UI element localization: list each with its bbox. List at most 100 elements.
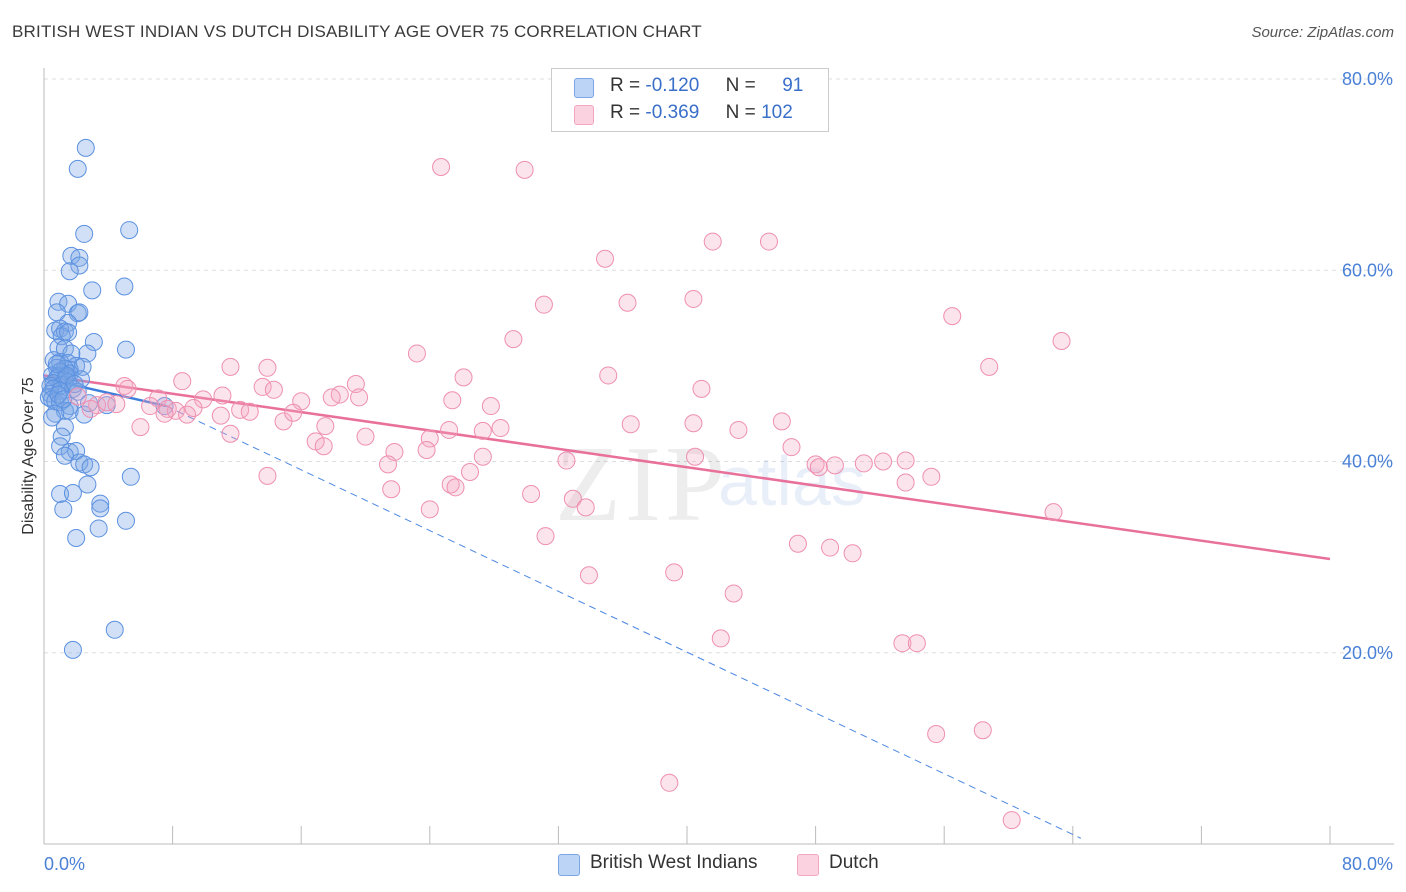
- data-point: [264, 380, 283, 399]
- data-point: [68, 387, 87, 406]
- y-axis-label: Disability Age Over 75: [20, 377, 37, 535]
- data-point: [83, 281, 102, 300]
- data-point: [81, 399, 100, 418]
- data-point: [759, 232, 778, 251]
- data-point: [59, 323, 78, 342]
- data-point: [481, 397, 500, 416]
- legend-n-label: N =: [725, 102, 756, 123]
- data-point: [420, 429, 439, 448]
- data-point: [684, 289, 703, 308]
- watermark: ZIP atlas: [555, 425, 866, 544]
- x-tick-label: 80.0%: [1342, 854, 1393, 874]
- data-point: [68, 304, 87, 323]
- data-point: [563, 489, 582, 508]
- data-point: [927, 725, 946, 744]
- data-point: [711, 629, 730, 648]
- data-point: [491, 419, 510, 438]
- data-point: [1052, 332, 1071, 351]
- data-point: [379, 455, 398, 474]
- data-point: [896, 451, 915, 470]
- data-point: [522, 485, 541, 504]
- legend-r-label: R =: [610, 102, 641, 123]
- data-point: [599, 366, 618, 385]
- data-point: [221, 424, 240, 443]
- data-point: [253, 377, 272, 396]
- trend-line-extension: [165, 405, 1082, 839]
- legend-swatch-pink: [574, 105, 594, 125]
- data-point: [1044, 503, 1063, 522]
- data-point: [76, 138, 95, 157]
- legend-r-label: R =: [610, 75, 641, 96]
- bottom-legend-label: British West Indians: [590, 852, 758, 873]
- data-point: [91, 499, 110, 518]
- data-point: [579, 566, 598, 585]
- data-point: [51, 485, 70, 504]
- data-point: [1002, 811, 1021, 830]
- data-point: [772, 412, 791, 431]
- data-point: [356, 427, 375, 446]
- data-point: [258, 358, 277, 377]
- data-point: [184, 398, 203, 417]
- data-point: [621, 415, 640, 434]
- data-point: [63, 640, 82, 659]
- data-point: [665, 563, 684, 582]
- bottom-legend-swatch-pink: [797, 854, 819, 876]
- points-dutch: [68, 157, 1071, 830]
- data-point: [618, 293, 637, 312]
- data-point: [258, 466, 277, 485]
- data-point: [504, 330, 523, 349]
- data-point: [221, 357, 240, 376]
- legend-swatch-blue: [574, 78, 594, 98]
- data-point: [118, 379, 137, 398]
- y-tick-label: 60.0%: [1342, 260, 1393, 280]
- legend-n-value: 91: [782, 75, 804, 96]
- data-point: [515, 160, 534, 179]
- data-point: [536, 527, 555, 546]
- data-point: [692, 379, 711, 398]
- y-tick-label: 80.0%: [1342, 69, 1393, 89]
- data-point: [460, 463, 479, 482]
- data-point: [314, 437, 333, 456]
- legend-r-value: -0.120: [645, 75, 700, 96]
- data-point: [382, 480, 401, 499]
- data-point: [346, 375, 365, 394]
- bottom-legend-label: Dutch: [829, 852, 879, 873]
- data-point: [703, 232, 722, 251]
- data-point: [211, 406, 230, 425]
- data-point: [980, 357, 999, 376]
- data-point: [141, 397, 160, 416]
- data-point: [84, 332, 103, 351]
- legend: R = -0.120 N = 91 R = -0.369 N = 102: [551, 68, 829, 132]
- data-point: [131, 418, 150, 437]
- trend-line: [43, 374, 1331, 561]
- data-point: [825, 456, 844, 475]
- data-point: [55, 418, 74, 437]
- data-point: [155, 404, 174, 423]
- data-point: [63, 484, 82, 503]
- data-point: [115, 376, 134, 395]
- data-point: [284, 403, 303, 422]
- legend-r-value: -0.369: [645, 102, 700, 123]
- data-point: [81, 458, 100, 477]
- data-point: [973, 721, 992, 740]
- data-point: [107, 395, 126, 414]
- legend-n-label: N =: [725, 75, 756, 96]
- data-point: [782, 438, 801, 457]
- data-point: [907, 634, 926, 653]
- data-point: [576, 498, 595, 517]
- data-point: [67, 441, 86, 460]
- data-point: [322, 388, 341, 407]
- tick-labels: 20.0% 40.0% 60.0% 80.0% 0.0% 80.0%: [44, 69, 1393, 874]
- data-point: [446, 478, 465, 497]
- data-point: [806, 455, 825, 474]
- data-point: [120, 221, 139, 240]
- data-point: [70, 303, 89, 322]
- data-point: [70, 248, 89, 267]
- axes: [43, 68, 1394, 845]
- data-point: [78, 475, 97, 494]
- data-point: [121, 467, 140, 486]
- data-point: [684, 414, 703, 433]
- data-point: [788, 534, 807, 553]
- y-tick-label: 20.0%: [1342, 643, 1393, 663]
